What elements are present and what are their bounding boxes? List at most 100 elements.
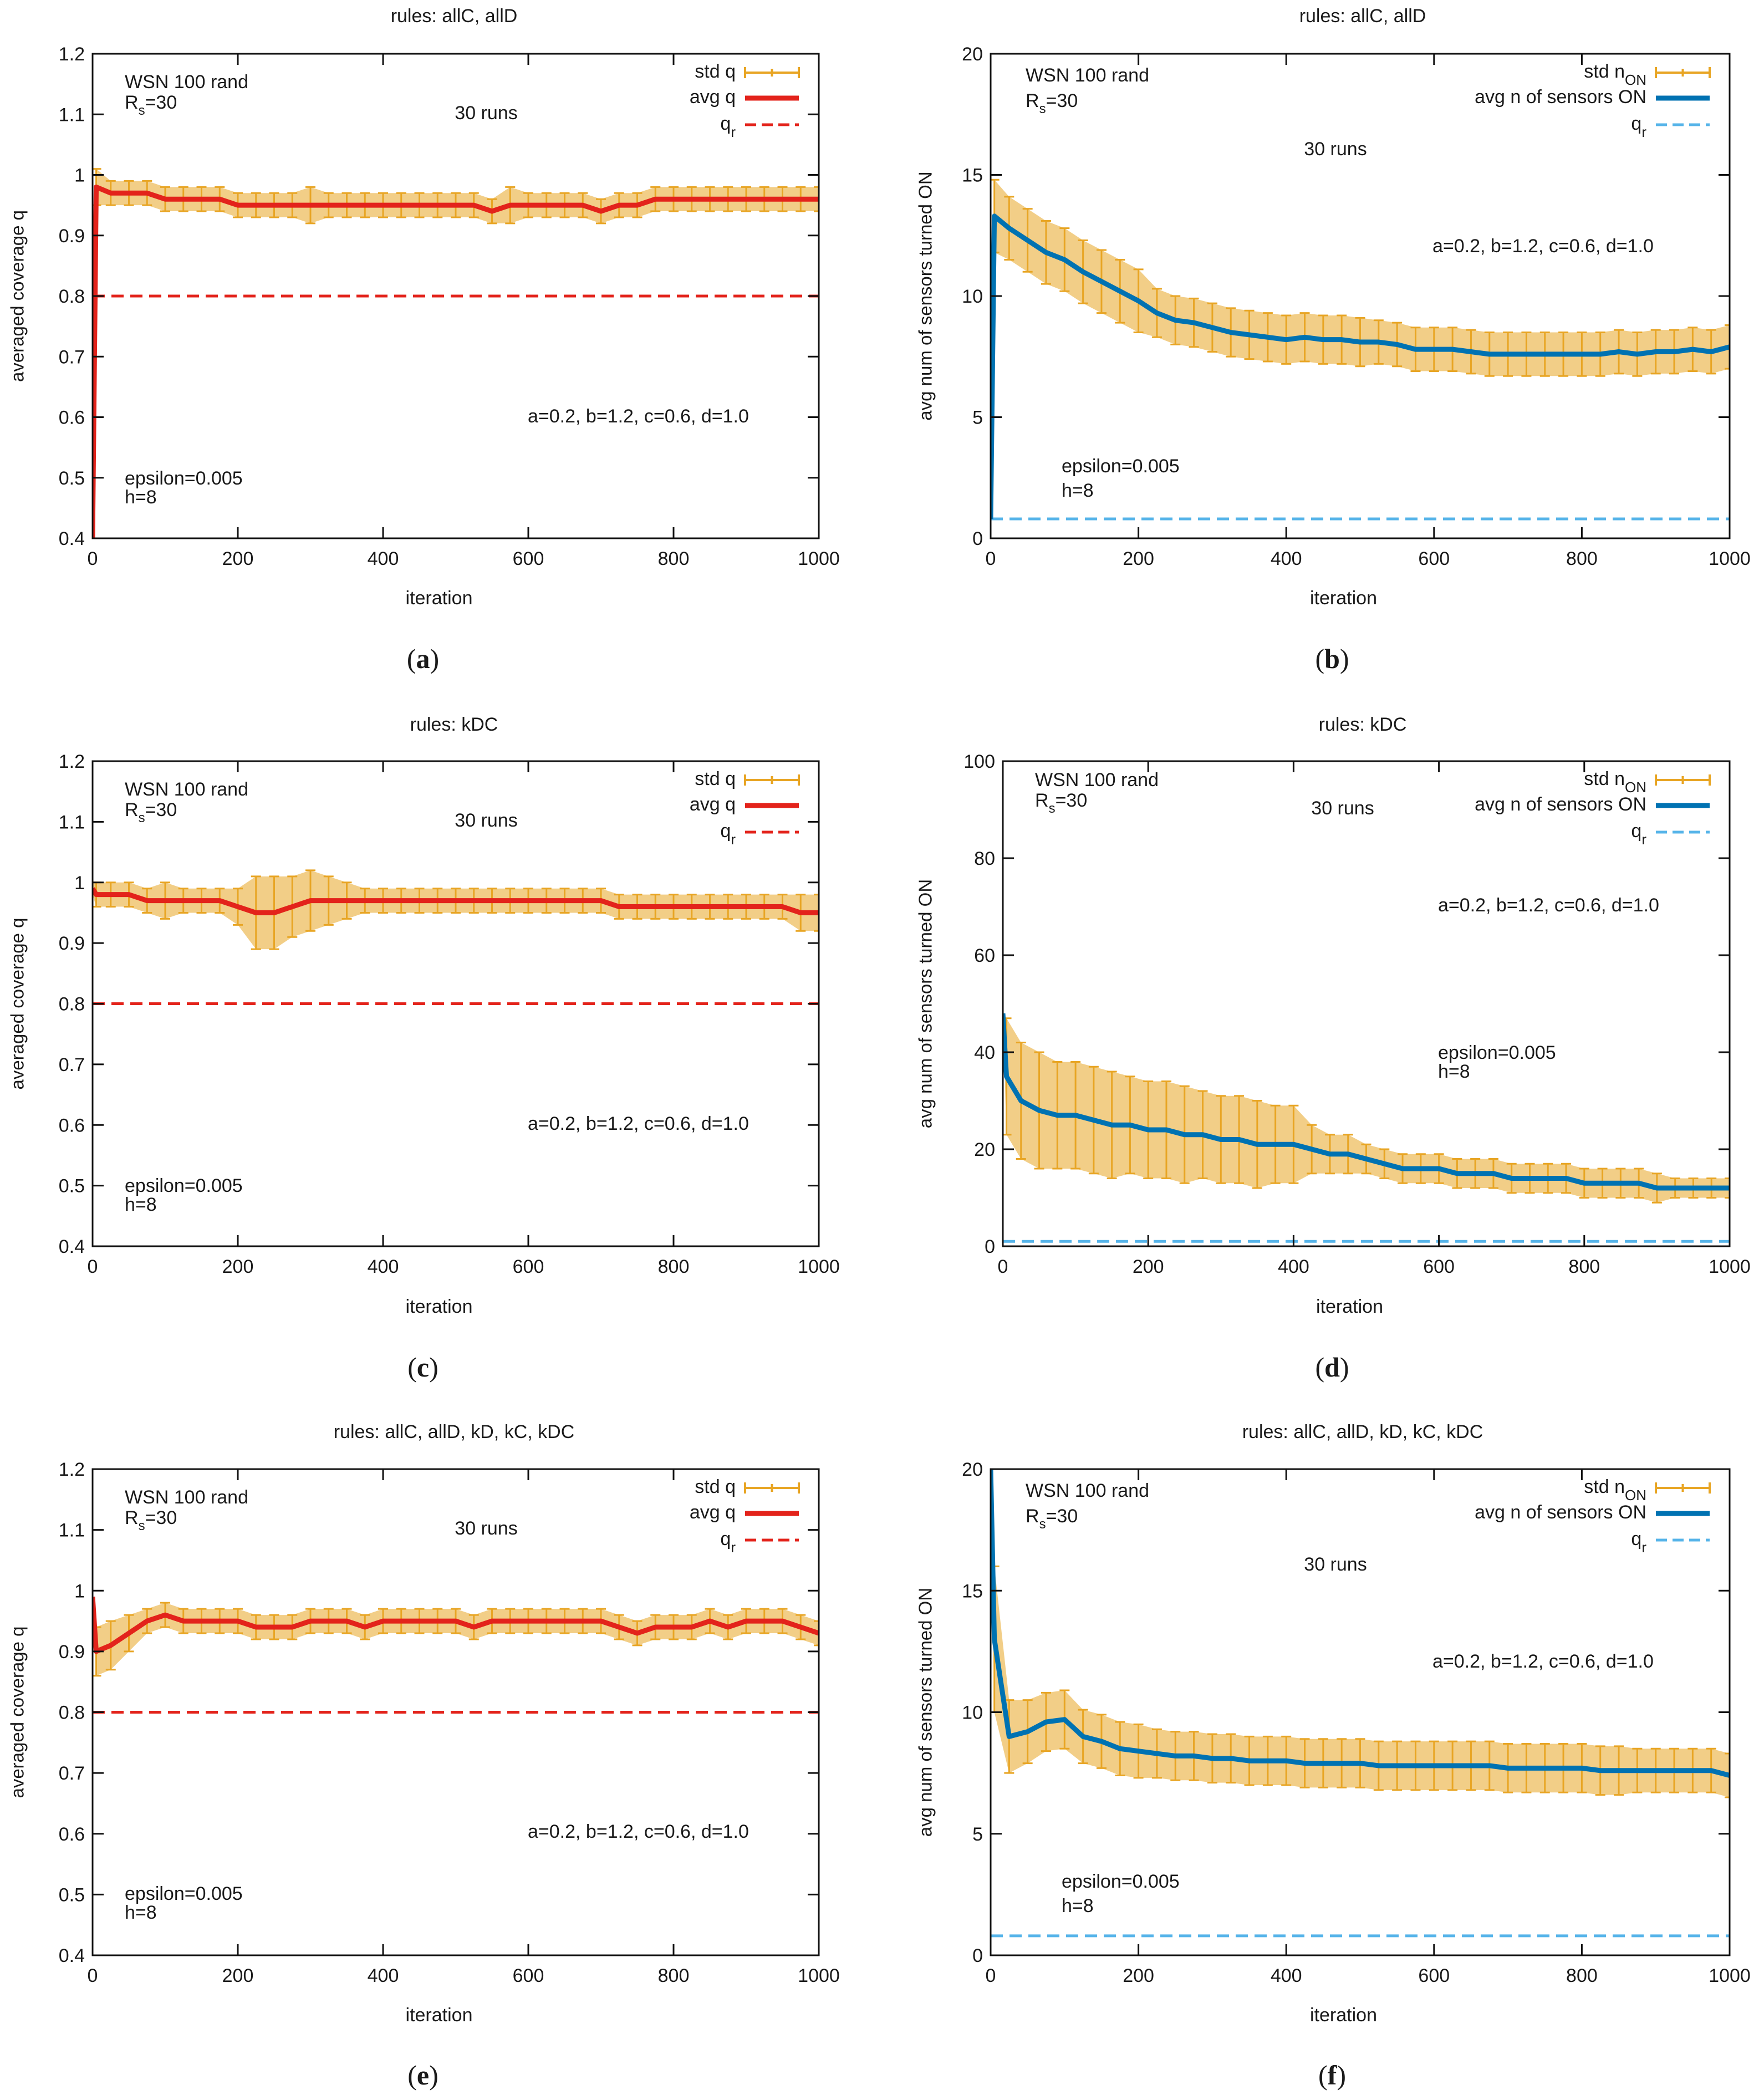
rs-after: =30	[145, 1507, 177, 1528]
legend-label: qr	[1631, 1528, 1646, 1556]
legend-label: std q	[695, 768, 736, 789]
y-tick-label: 0.4	[59, 528, 85, 549]
annotation-params: a=0.2, b=1.2, c=0.6, d=1.0	[528, 1113, 749, 1134]
chart-title: rules: allC, allD	[391, 6, 518, 27]
caption-letter: d	[1324, 1352, 1340, 1383]
y-axis-label: averaged coverage q	[7, 1626, 28, 1798]
y-tick-label: 0.6	[59, 1115, 85, 1136]
x-tick-label: 600	[1418, 548, 1450, 569]
y-tick-label: 1.2	[59, 1459, 85, 1480]
annotation-wsn: WSN 100 rand	[125, 779, 248, 800]
caption-paren: )	[1340, 643, 1349, 674]
legend-label: qr	[720, 820, 736, 848]
rs-main: R	[125, 1507, 139, 1528]
legend-label: avg q	[690, 1502, 736, 1523]
x-tick-label: 400	[368, 548, 399, 569]
std-error-bar	[1725, 324, 1730, 370]
rs-after: =30	[1046, 90, 1078, 111]
plot-area	[991, 1469, 1730, 1938]
rs-after: =30	[145, 799, 177, 820]
y-tick-label: 15	[962, 165, 983, 186]
annotation-runs: 30 runs	[455, 810, 517, 831]
avg-series-line	[991, 1469, 1730, 1778]
avg-series-line	[93, 184, 819, 538]
caption-paren: (	[1315, 643, 1324, 674]
annotation-eps: epsilon=0.005	[125, 468, 243, 489]
panel-caption: (e)	[407, 2060, 439, 2091]
x-tick-label: 0	[88, 1965, 98, 1986]
annotation-runs: 30 runs	[455, 103, 517, 124]
legend: std q avg q qr	[690, 768, 800, 848]
rs-main: R	[1026, 90, 1039, 111]
legend-label: std nON	[1584, 768, 1646, 796]
annotation-rs: Rs=30	[1035, 790, 1087, 816]
legend-text: avg q	[690, 1502, 736, 1523]
avg-series-line	[991, 213, 1730, 519]
legend-sub: r	[1641, 831, 1646, 848]
x-tick-label: 400	[368, 1965, 399, 1986]
legend-errorbar-swatch	[744, 1482, 800, 1494]
caption-paren: )	[429, 1352, 439, 1383]
x-tick-label: 200	[222, 548, 254, 569]
x-axis-label: iteration	[406, 588, 473, 609]
caption-letter: b	[1324, 643, 1340, 674]
y-tick-label: 0.8	[59, 286, 85, 307]
panel-caption: (b)	[1315, 643, 1349, 674]
legend-label: std nON	[1584, 1476, 1646, 1503]
y-tick-label: 20	[962, 44, 983, 65]
rs-after: =30	[1046, 1506, 1078, 1527]
x-axis-label: iteration	[1310, 2005, 1377, 2026]
legend-label: std nON	[1584, 61, 1646, 88]
legend-text: q	[720, 820, 731, 842]
legend: std q avg q qr	[690, 61, 800, 140]
chart-panel-f: 0 200 400 600 800 1000 0 5 10 15 20 rules: allC, al…	[915, 1421, 1751, 2091]
x-tick-label: 800	[658, 1256, 690, 1277]
legend-text: avg n of sensors ON	[1475, 86, 1646, 108]
y-tick-label: 0.4	[59, 1945, 85, 1966]
x-axis-label: iteration	[1310, 588, 1377, 609]
y-tick-label: 0	[985, 1236, 995, 1257]
std-error-bar	[814, 1620, 819, 1647]
y-tick-label: 0.4	[59, 1236, 85, 1257]
legend-label: qr	[720, 1528, 736, 1556]
y-tick-label: 0.9	[59, 1642, 85, 1663]
annotation-wsn: WSN 100 rand	[1035, 769, 1159, 791]
annotation-rs: Rs=30	[125, 92, 177, 118]
x-tick-label: 200	[1123, 1965, 1154, 1986]
y-tick-label: 1.2	[59, 44, 85, 65]
y-tick-label: 60	[974, 945, 995, 966]
annotation-eps: epsilon=0.005	[1062, 1871, 1180, 1892]
annotation-runs: 30 runs	[455, 1518, 517, 1539]
annotation-rs: Rs=30	[1026, 1506, 1078, 1532]
legend-text: std n	[1584, 768, 1625, 789]
x-tick-label: 0	[986, 1965, 996, 1986]
caption-paren: )	[1337, 2060, 1346, 2091]
annotation-runs: 30 runs	[1311, 798, 1374, 819]
annotation-eps: epsilon=0.005	[125, 1175, 243, 1196]
x-tick-label: 0	[998, 1256, 1008, 1277]
std-error-bar	[1725, 1178, 1730, 1199]
x-tick-label: 600	[1423, 1256, 1455, 1277]
y-tick-label: 1.1	[59, 812, 85, 833]
legend-errorbar-swatch	[1655, 774, 1711, 786]
y-tick-label: 0	[972, 1945, 983, 1966]
chart-title: rules: allC, allD, kD, kC, kDC	[334, 1421, 575, 1443]
legend-text: std q	[695, 61, 736, 82]
plot-area	[93, 869, 819, 1005]
rs-sub: s	[1039, 1517, 1046, 1532]
y-axis-label: avg num of sensors turned ON	[915, 171, 936, 420]
y-tick-label: 0.7	[59, 1763, 85, 1784]
x-axis-label: iteration	[1316, 1296, 1383, 1317]
legend-label: avg q	[690, 86, 736, 108]
y-axis-label: avg num of sensors turned ON	[915, 1588, 936, 1837]
caption-paren: (	[407, 1352, 417, 1383]
annotation-rs: Rs=30	[125, 799, 177, 825]
legend-text: avg q	[690, 794, 736, 815]
annotation-h: h=8	[125, 1902, 157, 1923]
y-tick-label: 0.7	[59, 346, 85, 368]
x-tick-label: 800	[1566, 1965, 1598, 1986]
annotation-wsn: WSN 100 rand	[1026, 65, 1149, 86]
legend: std q avg q qr	[690, 1476, 800, 1556]
